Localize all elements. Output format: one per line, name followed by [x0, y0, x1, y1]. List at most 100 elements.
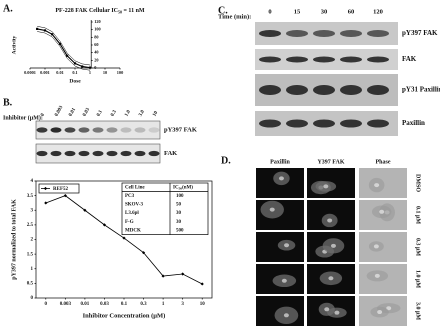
blot-band	[340, 119, 362, 128]
data-point	[43, 29, 47, 32]
row-label: 1.0 µM	[415, 270, 421, 288]
data-point	[83, 208, 87, 212]
lane-label: 10	[152, 110, 159, 117]
lane-label: 0.03	[82, 107, 91, 118]
lane-label: 15	[294, 8, 301, 15]
table-header: Cell Line	[125, 185, 145, 190]
x-tick-label: 10	[103, 70, 107, 75]
x-tick-label: 1	[89, 70, 91, 75]
x-tick-label: 0.3	[140, 302, 147, 307]
column-header: Paxillin	[270, 159, 290, 165]
blot-band	[367, 85, 389, 95]
table-cell: L3.6pl	[125, 211, 139, 216]
cell-nucleus	[281, 278, 287, 283]
x-tick-label: 0.01	[81, 302, 90, 307]
blot-band	[148, 127, 160, 133]
data-point	[58, 42, 62, 45]
y-tick-label: 80	[94, 34, 98, 39]
blot-band	[120, 127, 132, 133]
lane-label: 3.0	[138, 109, 146, 117]
lane-label: 60	[348, 8, 355, 15]
cell-nucleus	[324, 307, 330, 312]
blot-band	[286, 85, 308, 95]
y-tick-label: 2.5	[27, 223, 34, 228]
data-point	[81, 65, 84, 68]
lane-label: 30	[321, 8, 328, 15]
x-tick-label: 0.1	[72, 70, 77, 75]
data-point	[161, 274, 165, 278]
blot-band	[259, 30, 281, 37]
table-cell: 100	[176, 194, 184, 199]
blot-label: Time (min):	[218, 13, 251, 20]
data-point	[141, 251, 146, 255]
inset-table-frame	[121, 182, 209, 235]
table-cell: SKOV-3	[125, 203, 143, 208]
blot-band	[64, 127, 76, 133]
blot-band	[313, 85, 335, 95]
x-tick-label: 0	[45, 302, 48, 307]
data-point	[200, 282, 204, 286]
blot-band	[313, 56, 335, 63]
blot-band	[134, 150, 146, 157]
data-point	[181, 272, 185, 276]
lane-label: 0.01	[68, 107, 77, 118]
confidence-band	[37, 26, 91, 66]
cell-nucleus	[323, 184, 329, 189]
y-tick-label: 60	[94, 42, 98, 47]
x-tick-label: 0.0001	[24, 70, 36, 75]
cell-nucleus	[327, 218, 333, 223]
data-point	[63, 194, 67, 198]
blot-band	[120, 150, 132, 157]
data-point	[122, 236, 126, 240]
table-header-text: (nM)	[182, 185, 193, 190]
blot-band	[286, 119, 308, 128]
blot-band	[106, 150, 118, 157]
blot-band	[106, 127, 118, 133]
blot-band	[340, 85, 362, 95]
lane-label: 0	[268, 8, 271, 15]
panel-label: B.	[3, 97, 13, 108]
band-label: Paxillin	[402, 119, 425, 127]
x-tick-label: 100	[117, 70, 123, 75]
blot-label: Inhibitor (µM):	[3, 114, 43, 121]
x-axis-label: Dose	[69, 78, 81, 84]
row-label: 3.0 µM	[415, 302, 421, 320]
table-cell: 500	[176, 228, 184, 233]
blot-band	[367, 56, 389, 63]
x-tick-label: 0.1	[121, 302, 128, 307]
panel-label: C.	[218, 5, 228, 16]
data-point	[102, 223, 107, 227]
cell-nucleus	[374, 273, 380, 278]
table-cell: 30	[176, 220, 182, 225]
lane-label: 0.1	[96, 109, 104, 117]
cell-nucleus	[330, 243, 336, 248]
band-label: FAK	[402, 55, 417, 63]
x-tick-label: 0.003	[60, 302, 72, 307]
data-point	[51, 33, 54, 36]
blot-band	[367, 30, 389, 37]
x-tick-label: 10	[200, 302, 206, 307]
band-label: pY31 Paxillin	[402, 86, 440, 94]
x-tick-label: 0.03	[100, 302, 109, 307]
y-tick-label: 0.5	[27, 282, 34, 287]
table-header-sub: 50	[179, 186, 183, 190]
blot-band	[259, 119, 281, 128]
table-cell: 50	[176, 203, 182, 208]
blot-band	[36, 150, 48, 157]
y-axis-label: Activity	[11, 35, 17, 54]
row-label: 0.3 µM	[415, 238, 421, 256]
x-tick-label: 1	[162, 302, 165, 307]
blot-band	[340, 30, 362, 37]
blot-band	[134, 127, 146, 133]
title-text: = 11 nM	[124, 8, 145, 14]
cell-nucleus	[278, 176, 284, 181]
blot-band	[36, 127, 48, 133]
blot-band	[50, 150, 62, 157]
y-tick-label: 3.5	[27, 194, 34, 199]
cell-nucleus	[283, 313, 289, 318]
blot-band	[259, 56, 281, 63]
legend-box	[38, 183, 80, 194]
x-tick-label: 3	[181, 302, 184, 307]
cell-nucleus	[379, 209, 385, 214]
blot-band	[313, 30, 335, 37]
